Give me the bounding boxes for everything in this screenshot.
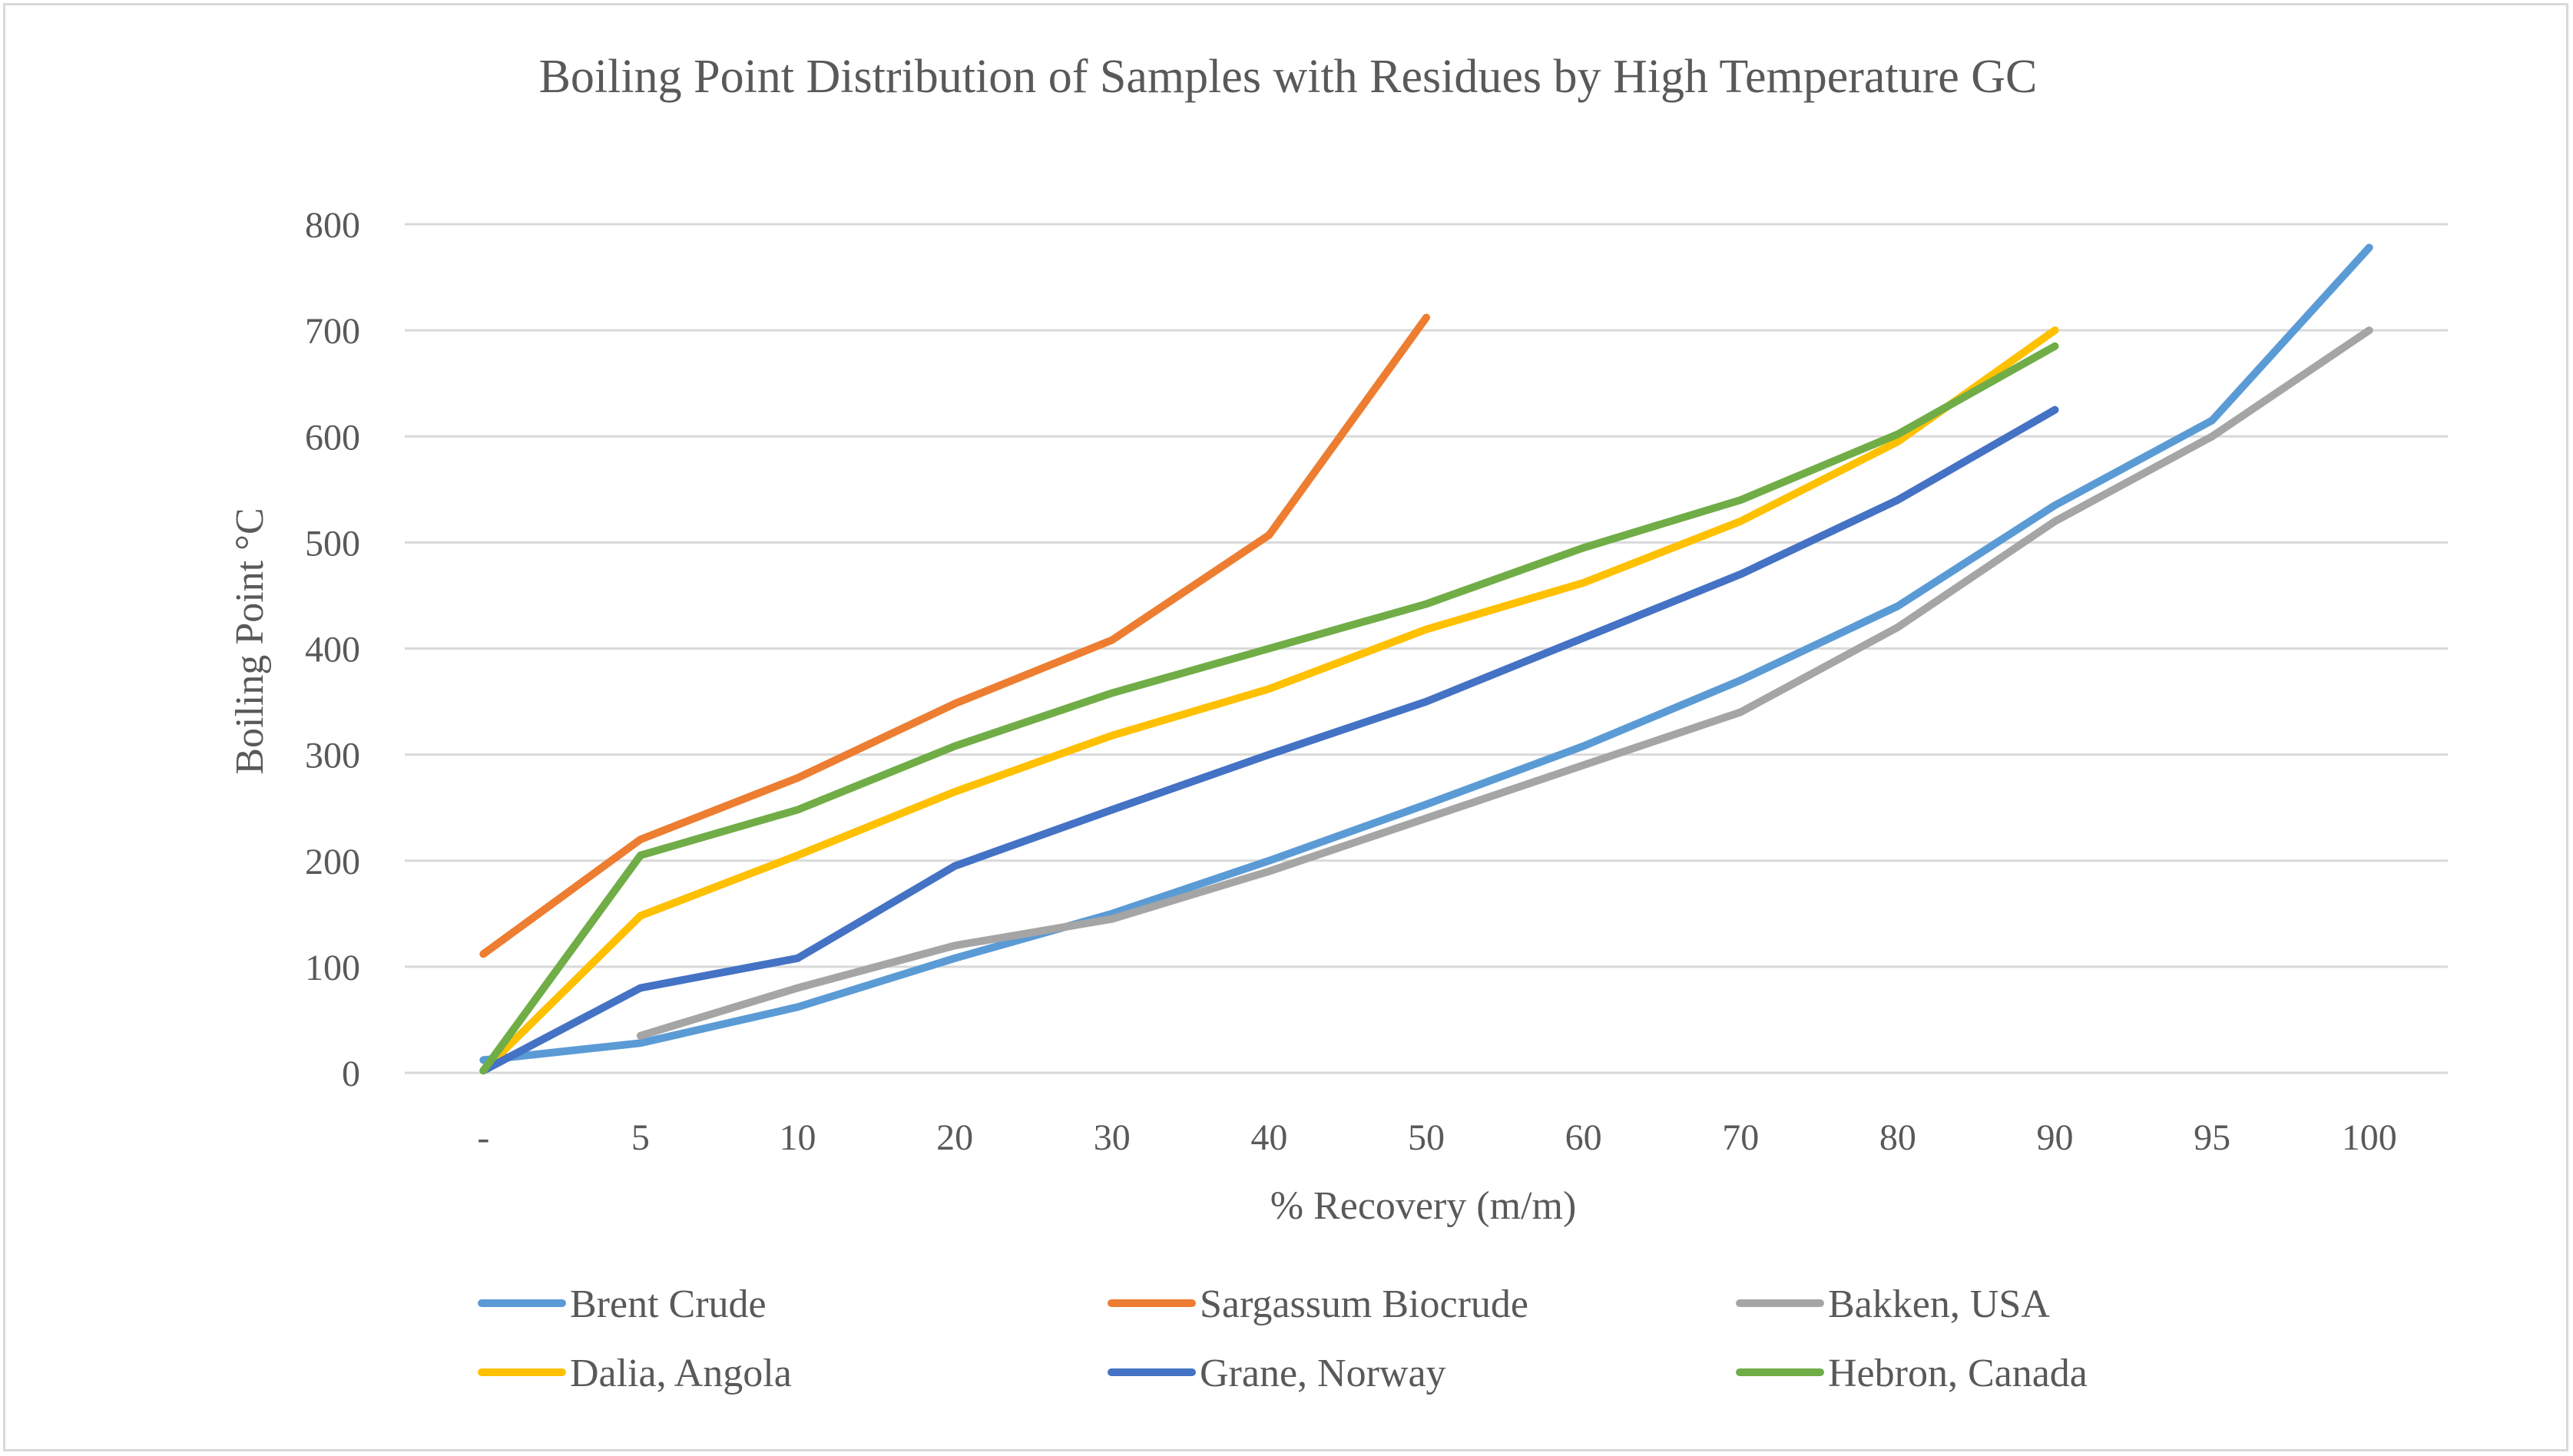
legend-label: Sargassum Biocrude bbox=[1200, 1282, 1528, 1326]
y-tick-label: 100 bbox=[305, 948, 360, 988]
y-tick-label: 300 bbox=[305, 736, 360, 776]
y-tick-label: 0 bbox=[342, 1054, 360, 1094]
legend-item-sargassum-biocrude[interactable]: Sargassum Biocrude bbox=[1108, 1282, 1528, 1326]
y-tick-label: 700 bbox=[305, 311, 360, 352]
legend-item-brent-crude[interactable]: Brent Crude bbox=[478, 1282, 767, 1326]
series-line-brent-crude bbox=[479, 243, 2373, 1064]
x-tick-label: 5 bbox=[631, 1117, 650, 1158]
line-chart: Boiling Point Distribution of Samples wi… bbox=[228, 51, 2448, 1395]
chart-frame: Boiling Point Distribution of Samples wi… bbox=[3, 3, 2568, 1451]
x-tick-label: 40 bbox=[1250, 1117, 1287, 1158]
y-tick-label: 800 bbox=[305, 205, 360, 246]
x-axis-title: % Recovery (m/m) bbox=[1270, 1184, 1577, 1228]
x-tick-label: 20 bbox=[936, 1117, 973, 1158]
y-tick-label: 600 bbox=[305, 417, 360, 458]
legend[interactable]: Brent Crude Sargassum Biocrude Bakken, USA… bbox=[478, 1282, 2088, 1395]
series-line-bakken-usa bbox=[636, 326, 2373, 1040]
x-tick-label: 10 bbox=[780, 1117, 816, 1158]
x-tick-label: 95 bbox=[2194, 1117, 2230, 1158]
legend-label: Grane, Norway bbox=[1200, 1352, 1446, 1395]
legend-item-hebron-canada[interactable]: Hebron, Canada bbox=[1736, 1352, 2088, 1395]
x-tick-label: 80 bbox=[1879, 1117, 1916, 1158]
x-tick-label: 60 bbox=[1565, 1117, 1602, 1158]
x-tick-label: 30 bbox=[1094, 1117, 1131, 1158]
legend-item-bakken-usa[interactable]: Bakken, USA bbox=[1736, 1282, 2050, 1326]
x-tick-label: 70 bbox=[1722, 1117, 1759, 1158]
y-tick-label: 200 bbox=[305, 842, 360, 882]
legend-item-grane-norway[interactable]: Grane, Norway bbox=[1108, 1352, 1446, 1395]
series-lines bbox=[479, 243, 2373, 1075]
x-tick-label: - bbox=[477, 1117, 489, 1158]
legend-label: Hebron, Canada bbox=[1828, 1352, 2088, 1395]
x-tick-label: 100 bbox=[2342, 1117, 2397, 1158]
legend-label: Brent Crude bbox=[570, 1282, 767, 1326]
x-tick-label: 90 bbox=[2036, 1117, 2073, 1158]
x-axis-ticks: - 5 10 20 30 40 50 60 70 80 90 95 100 bbox=[477, 1117, 2396, 1158]
series-line-grane-norway bbox=[479, 405, 2059, 1075]
series-line-sargassum-biocrude bbox=[479, 313, 1430, 958]
series-line-dalia-angola bbox=[479, 326, 2059, 1075]
legend-item-dalia-angola[interactable]: Dalia, Angola bbox=[478, 1352, 792, 1395]
series-line-hebron-canada bbox=[479, 342, 2059, 1075]
gridlines bbox=[405, 223, 2448, 1074]
chart-title: Boiling Point Distribution of Samples wi… bbox=[539, 51, 2038, 103]
x-tick-label: 50 bbox=[1408, 1117, 1445, 1158]
y-axis-ticks: 0 100 200 300 400 500 600 700 800 bbox=[305, 205, 360, 1094]
y-axis-title: Boiling Point °C bbox=[228, 508, 272, 774]
y-tick-label: 500 bbox=[305, 523, 360, 564]
y-tick-label: 400 bbox=[305, 630, 360, 670]
legend-label: Bakken, USA bbox=[1828, 1282, 2050, 1326]
legend-label: Dalia, Angola bbox=[570, 1352, 792, 1395]
